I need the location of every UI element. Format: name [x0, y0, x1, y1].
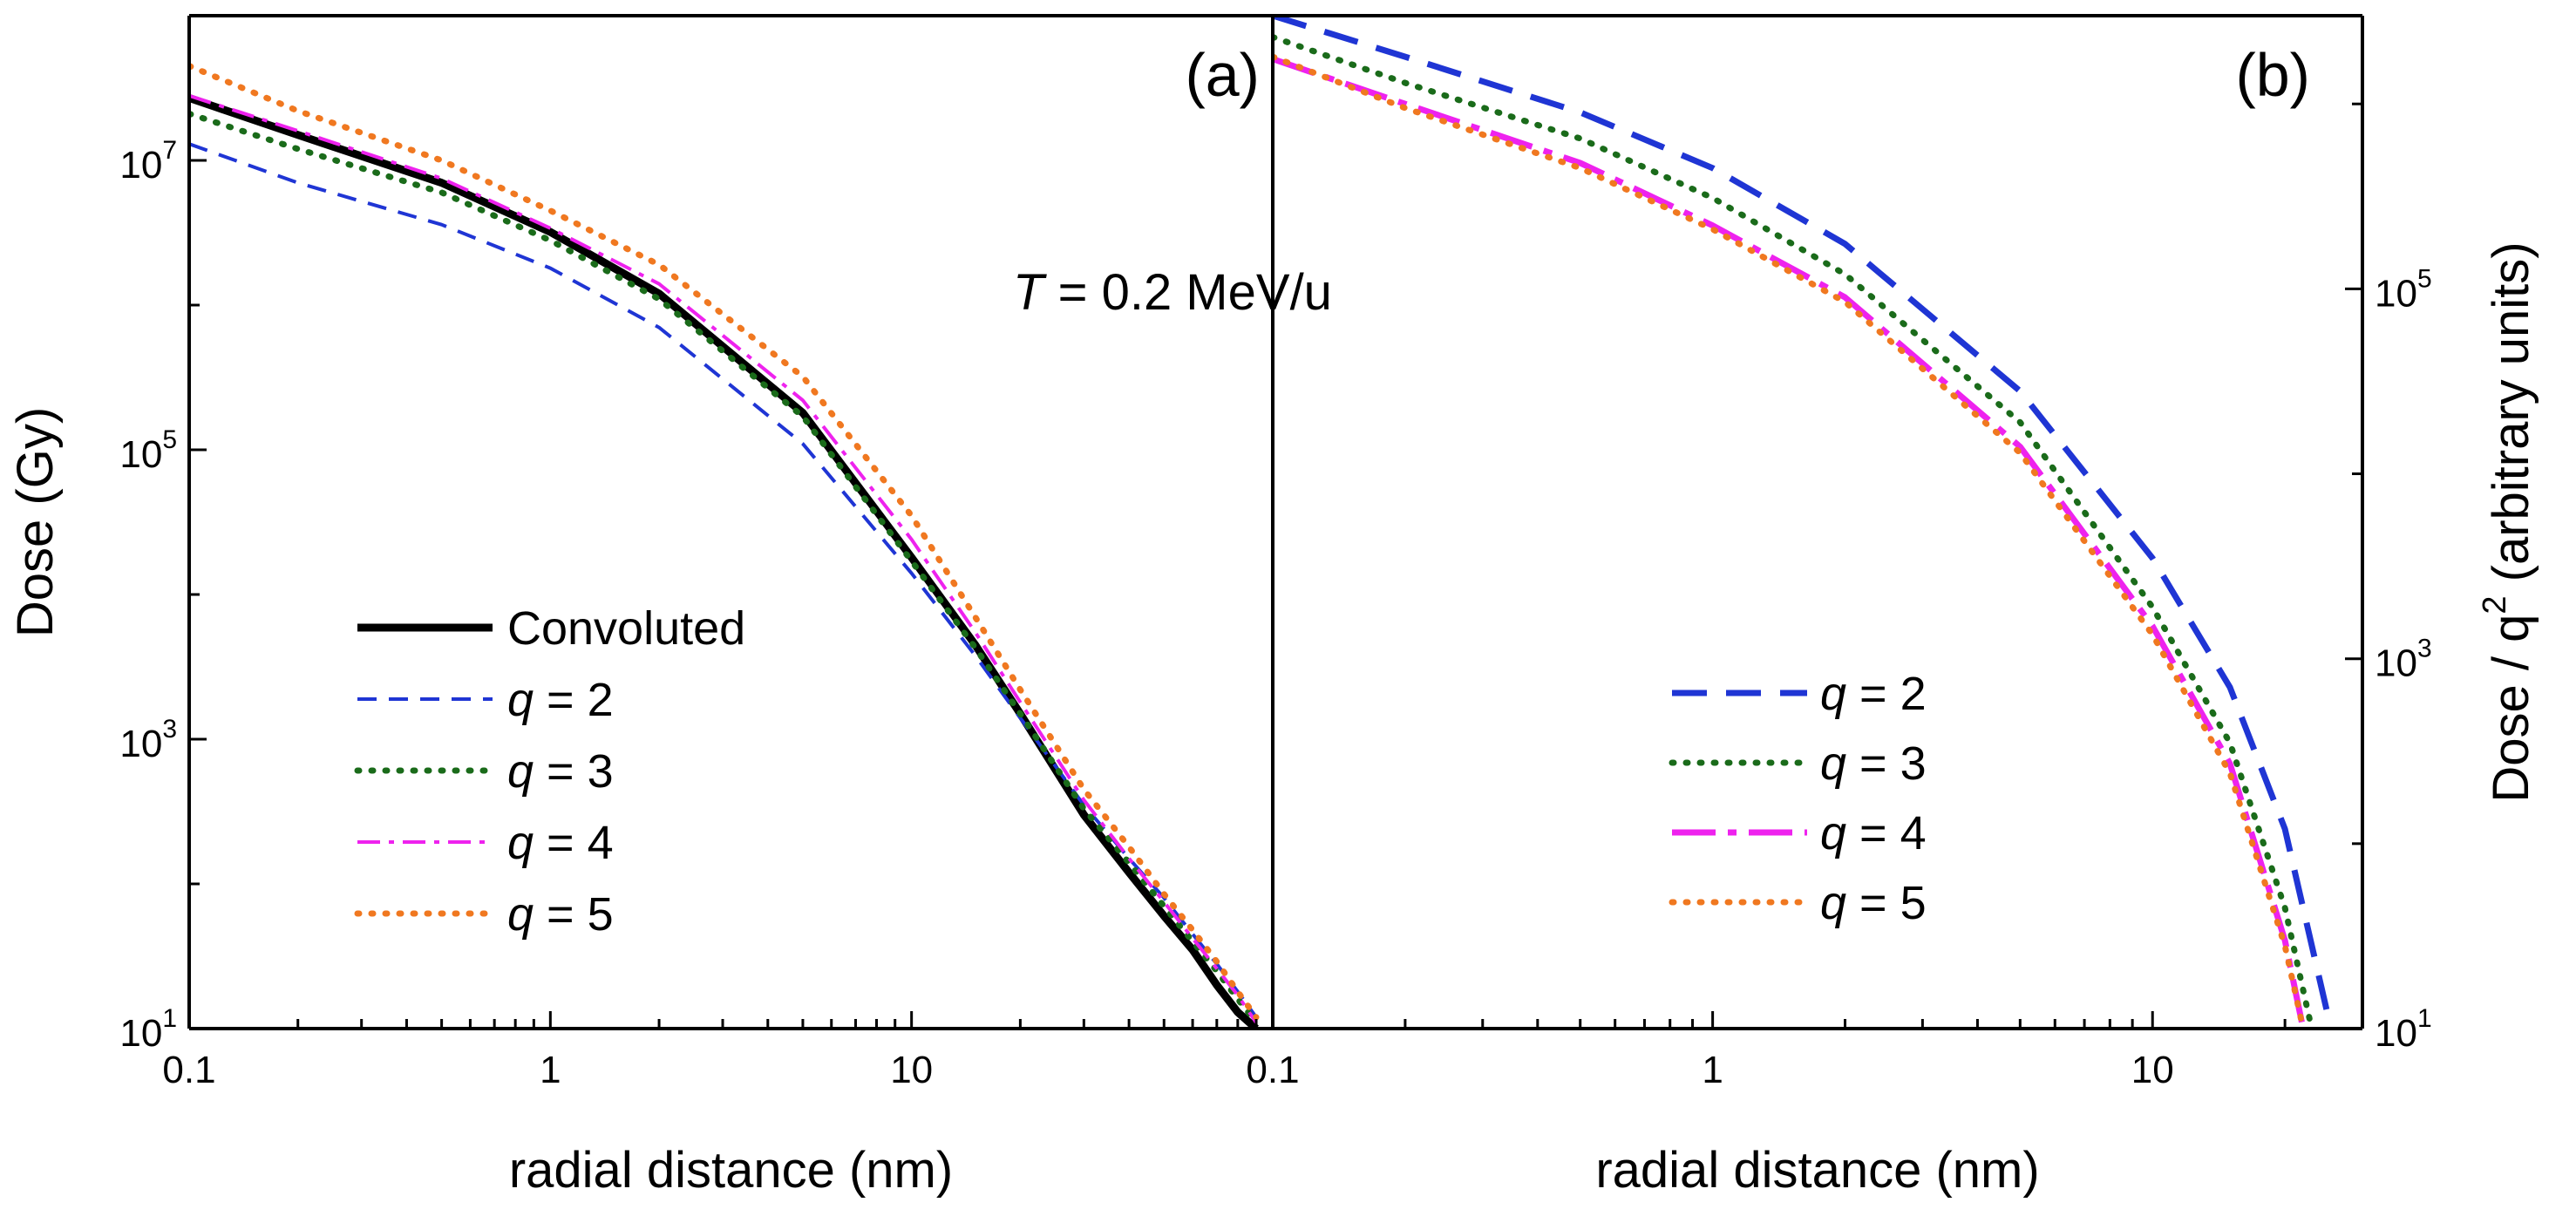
legend-a: Convoluted q = 2 q = 3 q = 4 q = 5	[354, 602, 745, 941]
annotation-mask	[1050, 252, 1058, 330]
x-tick-label-b: 1	[1702, 1049, 1723, 1091]
panel-label-a: (a)	[1185, 41, 1260, 109]
legend-label-b-1: q = 3	[1820, 737, 1927, 790]
y-axis-title-a: Dose (Gy)	[7, 407, 64, 637]
x-tick-label-a: 10	[890, 1049, 933, 1091]
series-line-b-3	[1273, 53, 2307, 1029]
plot-area-b	[1273, 16, 2331, 1029]
x-tick-label-b: 0.1	[1246, 1049, 1299, 1091]
legend-label-b-0: q = 2	[1820, 668, 1927, 720]
plot-area-a	[189, 63, 1260, 1029]
series-line-a-0	[189, 94, 1259, 1029]
y-tick-label-b: 105	[2375, 264, 2432, 315]
legend-label-b-3: q = 5	[1820, 877, 1927, 929]
legend-label-a-4: q = 5	[507, 888, 614, 941]
x-axis-title-b: radial distance (nm)	[1595, 1142, 2039, 1199]
series-line-b-0	[1273, 16, 2331, 1015]
x-tick-label-b: 10	[2131, 1049, 2174, 1091]
legend-label-a-3: q = 4	[507, 817, 614, 869]
panel-a: 0.1 1 10 101 103 105 107 radial distance (nm) Do…	[7, 14, 1332, 1199]
y-tick-label-a: 107	[119, 136, 177, 187]
panel-label-b: (b)	[2235, 41, 2310, 109]
series-line-a-3	[189, 93, 1258, 1024]
y-tick-label-b: 101	[2375, 1004, 2432, 1055]
x-tick-label-a: 0.1	[162, 1049, 215, 1091]
x-axis-title-a: radial distance (nm)	[509, 1142, 953, 1199]
legend-label-a-2: q = 3	[507, 745, 614, 798]
series-line-b-2	[1273, 56, 2307, 1029]
legend-label-a-1: q = 2	[507, 674, 614, 726]
panel-b: 0.1 1 10 101 103 105 radial distance (nm) Dose …	[1246, 14, 2539, 1199]
series-line-a-2	[189, 111, 1260, 1026]
series-line-a-4	[189, 63, 1260, 1021]
legend-label-b-2: q = 4	[1820, 807, 1927, 859]
x-tick-label-a: 1	[540, 1049, 561, 1091]
legend-label-a-0: Convoluted	[507, 602, 745, 655]
legend-b: q = 2 q = 3 q = 4 q = 5	[1669, 668, 1927, 929]
energy-annotation: T = 0.2 MeV/u	[1013, 264, 1332, 321]
y-tick-label-b: 103	[2375, 635, 2432, 685]
y-tick-label-a: 105	[119, 425, 177, 476]
y-tick-label-a: 101	[119, 1004, 177, 1055]
y-axis-title-b: Dose / q2 (arbitrary units)	[2477, 241, 2539, 802]
y-tick-label-a: 103	[119, 715, 177, 765]
series-line-b-1	[1273, 34, 2315, 1029]
